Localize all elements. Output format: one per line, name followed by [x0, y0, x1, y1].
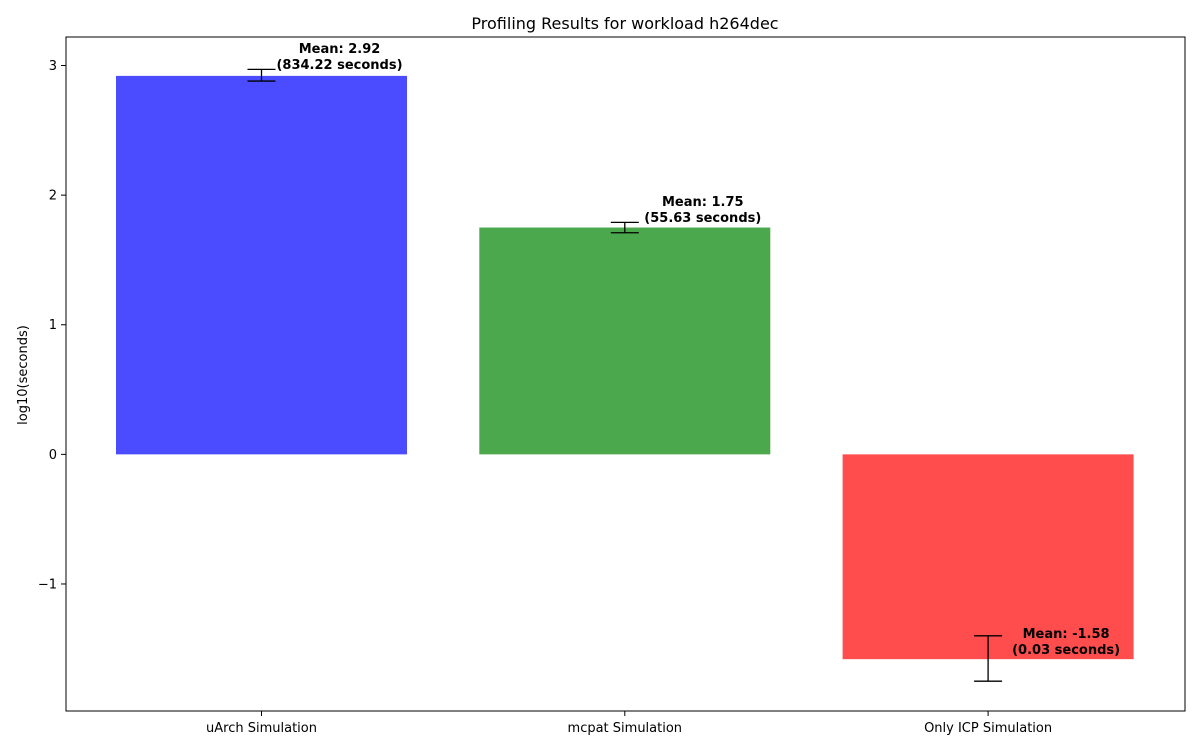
y-tick-label: 1: [49, 318, 57, 333]
x-tick-label: uArch Simulation: [206, 721, 317, 736]
bar: [842, 454, 1134, 660]
error-bar: [247, 68, 276, 82]
data-label-seconds: (0.03 seconds): [1012, 643, 1120, 658]
bar: [479, 227, 771, 455]
plot-frame: [65, 36, 1186, 712]
error-bars-layer: [247, 68, 1003, 682]
x-tick-label: mcpat Simulation: [568, 721, 683, 736]
y-tick-label: 3: [49, 59, 57, 74]
bar: [116, 75, 407, 455]
y-tick-label: −1: [38, 577, 57, 592]
y-ticks-layer: −1 0 1 2 3: [38, 59, 66, 592]
data-label-seconds: (834.22 seconds): [276, 58, 402, 73]
error-bar: [974, 635, 1003, 682]
x-ticks-layer: uArch Simulation mcpat Simulation Only ICP…: [206, 711, 1052, 736]
data-label-mean: Mean: 2.92: [299, 42, 381, 57]
bars-layer: [116, 75, 1134, 660]
y-axis-label: log10(seconds): [16, 325, 31, 425]
x-tick-label: Only ICP Simulation: [924, 721, 1052, 736]
data-label-mean: Mean: -1.58: [1023, 627, 1110, 642]
data-label-seconds: (55.63 seconds): [644, 211, 761, 226]
annotations-layer: Mean: 2.92(834.22 seconds) Mean: 1.75(55.…: [276, 42, 1120, 658]
y-tick-label: 2: [49, 189, 57, 204]
y-tick-label: 0: [49, 448, 57, 463]
error-bar: [610, 221, 639, 234]
chart-title: Profiling Results for workload h264dec: [471, 14, 778, 33]
data-label-mean: Mean: 1.75: [662, 195, 744, 210]
